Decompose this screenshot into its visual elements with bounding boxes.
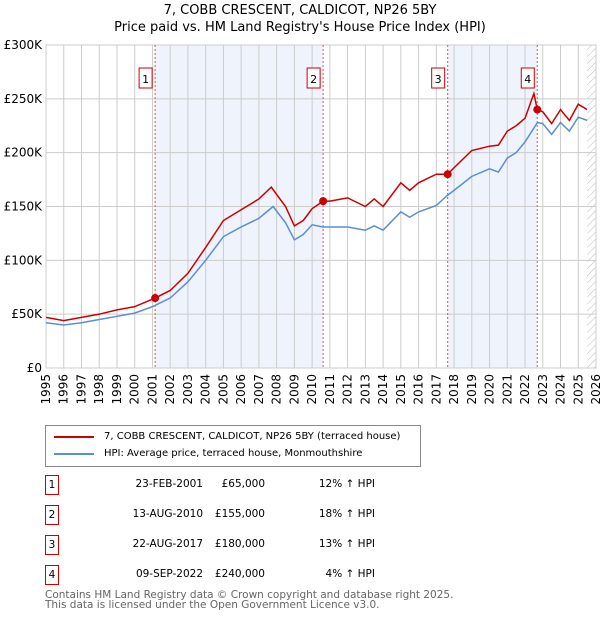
sale-point [319,197,328,206]
sale-number: 2 [45,505,59,525]
x-tick-label: 2025 [571,374,585,405]
sale-date: 09-SEP-2022 [135,568,203,580]
sale-price: £240,000 [214,568,265,580]
plot-border [45,44,597,369]
x-tick-label: 1999 [110,374,124,405]
sale-point [151,294,160,303]
x-tick-label: 1998 [92,374,106,405]
x-tick-label: 2019 [465,374,479,405]
sale-label-box [431,67,446,89]
sale-row: 2 13-AUG-2010 £155,000 18% ↑ HPI [45,505,375,525]
sale-date: 23-FEB-2001 [135,478,203,490]
sale-hpi-diff: 4% ↑ HPI [325,568,375,580]
sale-hpi-diff: 18% ↑ HPI [318,508,375,520]
x-tick-label: 2007 [252,374,266,405]
x-tick-label: 2004 [199,374,213,405]
footer: Contains HM Land Registry data © Crown c… [45,589,454,611]
chart-subtitle: Price paid vs. HM Land Registry's House … [114,20,486,35]
sale-point [443,170,452,179]
plot-area: 1995 1996 1997 1998 1999 2000 2001 2002 2003 2004… [4,38,600,405]
x-tick-label: 2015 [394,374,408,405]
sale-point [533,105,542,114]
sale-label: 1 [142,73,149,86]
sale-label-box [520,67,535,89]
x-tick-label: 2001 [145,374,159,405]
sale-price: £65,000 [221,478,265,490]
x-tick-label: 2013 [358,374,372,405]
y-tick-label: £50K [11,307,43,321]
x-tick-label: 2000 [128,374,142,405]
x-tick-label: 2016 [412,374,426,405]
x-tick-label: 2008 [270,374,284,405]
sale-label: 3 [435,73,442,86]
legend-hpi: HPI: Average price, terraced house, Monm… [104,448,363,459]
x-tick-label: 2018 [447,374,461,405]
x-tick-label: 2012 [341,374,355,405]
sale-hpi-diff: 12% ↑ HPI [318,478,375,490]
y-tick-label: £250K [4,92,44,106]
legend-property: 7, COBB CRESCENT, CALDICOT, NP26 5BY (te… [104,431,401,442]
sale-price: £155,000 [214,508,265,520]
x-tick-label: 2026 [589,374,600,405]
chart-title: 7, COBB CRESCENT, CALDICOT, NP26 5BY [163,3,437,18]
sale-date: 13-AUG-2010 [132,508,203,520]
sale-price: £180,000 [214,538,265,550]
footer-line2: This data is licensed under the Open Gov… [45,599,380,611]
series-line [45,90,588,322]
x-tick-label: 2020 [483,374,497,405]
x-tick-label: 2010 [305,374,319,405]
x-tick-label: 2021 [500,374,514,405]
x-tick-label: 1997 [74,374,88,405]
y-tick-label: £150K [4,200,44,214]
y-tick-label: £300K [4,38,44,52]
y-tick-label: £0 [27,361,42,375]
series-line [45,116,588,326]
legend-blue-line [54,452,94,455]
x-tick-label: 1996 [57,374,71,405]
y-tick-label: £200K [4,146,44,160]
sale-number: 1 [45,475,59,495]
x-tick-label: 2022 [518,374,532,405]
x-tick-label: 2017 [429,374,443,405]
x-tick-label: 2023 [536,374,550,405]
x-tick-label: 2024 [554,374,568,405]
x-tick-label: 2014 [376,374,390,405]
sale-row: 1 23-FEB-2001 £65,000 12% ↑ HPI [45,475,375,495]
x-tick-label: 1995 [39,374,53,405]
footer-line1: Contains HM Land Registry data © Crown c… [45,589,454,601]
x-tick-label: 2009 [287,374,301,405]
sale-label: 4 [524,73,531,86]
sale-date: 22-AUG-2017 [132,538,203,550]
legend-red-line [54,435,94,438]
sale-number: 4 [45,565,59,585]
sale-label: 2 [310,73,317,86]
sale-row: 3 22-AUG-2017 £180,000 13% ↑ HPI [45,535,375,555]
sale-number: 3 [45,535,59,555]
x-tick-label: 2003 [181,374,195,405]
y-tick-label: £100K [4,253,44,267]
x-tick-label: 2005 [216,374,230,405]
x-tick-label: 2006 [234,374,248,405]
legend: 7, COBB CRESCENT, CALDICOT, NP26 5BY (te… [45,425,421,467]
sale-label-box [306,67,321,89]
sale-label-box [138,67,153,89]
x-tick-label: 2002 [163,374,177,405]
sale-row: 4 09-SEP-2022 £240,000 4% ↑ HPI [45,565,375,585]
x-tick-label: 2011 [323,374,337,405]
sale-hpi-diff: 13% ↑ HPI [318,538,375,550]
